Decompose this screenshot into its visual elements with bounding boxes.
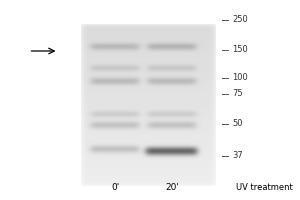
Text: 100: 100: [232, 73, 248, 82]
Text: 0': 0': [111, 184, 120, 192]
Text: 20': 20': [166, 184, 179, 192]
Text: UV treatment: UV treatment: [236, 184, 292, 192]
Text: 50: 50: [232, 119, 243, 129]
Text: 150: 150: [232, 46, 248, 54]
Text: 250: 250: [232, 16, 248, 24]
Text: 75: 75: [232, 90, 243, 98]
Text: 37: 37: [232, 152, 243, 160]
